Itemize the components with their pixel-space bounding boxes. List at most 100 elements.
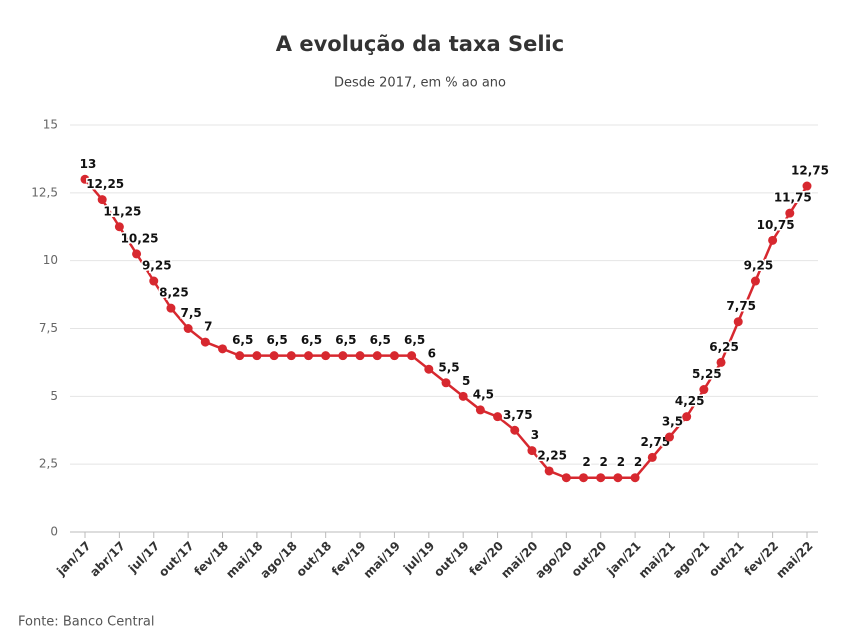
value-label: 6,5 (301, 333, 322, 347)
value-label: 2,25 (537, 448, 567, 462)
point (149, 276, 159, 286)
point (750, 276, 760, 286)
point (630, 473, 640, 483)
value-label: 13 (80, 157, 97, 171)
point (647, 452, 657, 462)
x-tick-label: mai/20 (498, 539, 540, 581)
value-label: 9,25 (744, 259, 774, 273)
x-tick-label: out/20 (569, 539, 610, 580)
value-label: 2 (582, 455, 590, 469)
chart-title: A evolução da taxa Selic (276, 32, 564, 56)
x-tick-label: mai/22 (773, 539, 815, 581)
point (493, 412, 503, 422)
point (235, 351, 245, 361)
x-tick-label: out/18 (294, 539, 335, 580)
x-tick-label: out/17 (156, 539, 197, 580)
point (458, 391, 468, 401)
point (544, 466, 554, 476)
value-label: 9,25 (142, 259, 172, 273)
value-label: 7,75 (726, 299, 756, 313)
point (132, 249, 142, 259)
point (407, 351, 417, 361)
y-tick-label: 7,5 (39, 321, 58, 335)
point (424, 364, 434, 374)
point (286, 351, 296, 361)
value-label: 12,75 (791, 164, 829, 178)
point (389, 351, 399, 361)
value-label: 6,5 (335, 333, 356, 347)
value-label: 3,5 (662, 415, 683, 429)
y-tick-label: 10 (43, 253, 58, 267)
point (252, 351, 262, 361)
value-label: 8,25 (159, 286, 189, 300)
value-label: 2 (634, 455, 642, 469)
value-label: 4,5 (473, 387, 494, 401)
point (561, 473, 571, 483)
point (338, 351, 348, 361)
point (475, 405, 485, 415)
point (699, 385, 709, 395)
point (596, 473, 606, 483)
x-tick-label: mai/18 (223, 539, 265, 581)
point (768, 235, 778, 245)
x-tick-label: ago/20 (532, 539, 574, 581)
value-label: 5 (462, 374, 470, 388)
x-tick-label: ago/18 (257, 539, 299, 581)
chart-subtitle: Desde 2017, em % ao ano (334, 76, 506, 91)
point (218, 344, 228, 354)
y-tick-label: 2,5 (39, 457, 58, 471)
value-label: 3,75 (503, 408, 533, 422)
value-label: 10,25 (121, 231, 159, 245)
value-label: 5,5 (438, 360, 459, 374)
point (664, 432, 674, 442)
x-tick-label: mai/21 (636, 539, 678, 581)
point (80, 174, 90, 184)
value-label: 3 (531, 428, 539, 442)
point (166, 303, 176, 313)
value-label: 6,5 (404, 333, 425, 347)
point (579, 473, 589, 483)
value-label: 6,25 (709, 340, 739, 354)
value-label: 6 (428, 347, 436, 361)
value-label: 12,25 (86, 177, 124, 191)
point (785, 208, 795, 218)
point (682, 412, 692, 422)
x-tick-label: mai/19 (361, 539, 403, 581)
y-tick-label: 12,5 (31, 185, 58, 199)
point (321, 351, 331, 361)
x-tick-label: ago/21 (670, 539, 712, 581)
y-tick-label: 5 (50, 389, 58, 403)
point (97, 195, 107, 205)
point (303, 351, 313, 361)
point (114, 222, 124, 232)
x-tick-label: abr/17 (87, 539, 128, 580)
value-label: 7,5 (181, 306, 202, 320)
point (716, 357, 726, 367)
point (527, 446, 537, 456)
value-label: 5,25 (692, 367, 722, 381)
y-tick-label: 15 (43, 118, 58, 132)
point (183, 324, 193, 333)
value-label: 11,25 (103, 204, 141, 218)
value-label: 6,5 (232, 333, 253, 347)
point (441, 378, 451, 388)
value-label: 2 (600, 455, 608, 469)
y-tick-label: 0 (50, 525, 58, 539)
source: Fonte: Banco Central (18, 615, 155, 630)
value-label: 10,75 (757, 218, 795, 232)
x-tick-label: out/19 (431, 539, 472, 580)
point (613, 473, 623, 483)
value-label: 6,5 (370, 333, 391, 347)
value-label: 4,25 (675, 394, 705, 408)
point (269, 351, 279, 361)
point (802, 181, 812, 191)
value-label: 6,5 (266, 333, 287, 347)
point (200, 337, 210, 347)
point (355, 351, 365, 361)
value-label: 2 (617, 455, 625, 469)
point (372, 351, 382, 361)
value-label: 7 (204, 320, 212, 334)
value-label: 11,75 (774, 191, 812, 205)
x-tick-label: jan/17 (53, 539, 93, 579)
